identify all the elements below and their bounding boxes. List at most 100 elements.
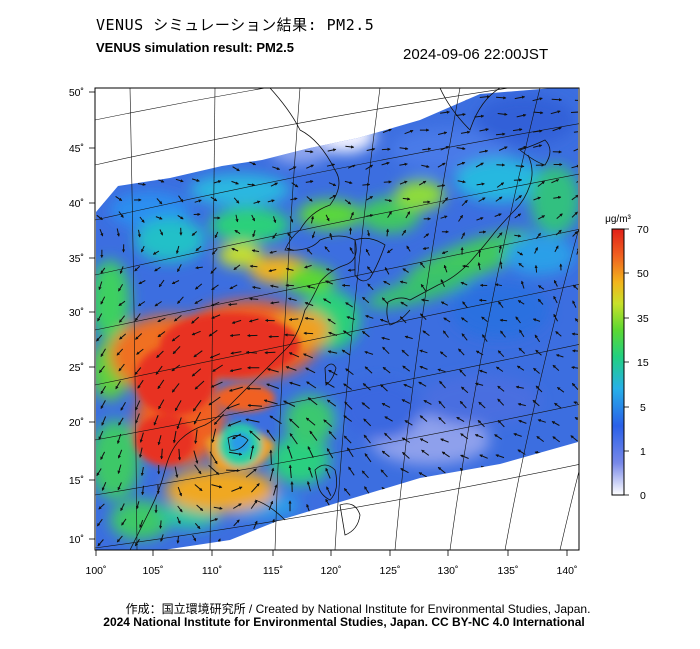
wind-arrow xyxy=(385,228,390,237)
wind-arrow xyxy=(496,182,505,188)
wind-arrow xyxy=(251,483,260,493)
colorbar-gradient xyxy=(611,228,625,496)
wind-arrow xyxy=(515,316,521,324)
wind-arrow xyxy=(455,112,466,117)
wind-arrow xyxy=(497,112,508,116)
wind-arrow xyxy=(498,146,508,151)
wind-arrow xyxy=(326,448,334,459)
wind-arrow xyxy=(342,330,352,337)
wind-arrow xyxy=(325,268,334,272)
wind-arrow xyxy=(494,283,503,287)
wind-arrow xyxy=(571,332,578,336)
wind-arrow xyxy=(270,301,280,305)
wind-arrow xyxy=(227,420,242,427)
wind-arrow xyxy=(399,280,408,284)
wind-arrow xyxy=(210,301,220,307)
wind-arrow xyxy=(513,433,522,437)
wind-arrow xyxy=(134,367,142,376)
wind-arrow xyxy=(554,402,562,409)
wind-arrow xyxy=(270,182,278,187)
wind-arrow xyxy=(305,417,316,426)
wind-arrow xyxy=(497,232,503,239)
wind-arrow xyxy=(383,280,391,286)
wind-arrow xyxy=(192,534,197,542)
wind-arrow xyxy=(304,302,314,307)
wind-arrow xyxy=(535,385,543,393)
wind-arrow xyxy=(440,215,448,219)
wind-arrow xyxy=(343,383,352,390)
wind-arrow xyxy=(134,313,141,322)
wind-arrow xyxy=(443,264,448,273)
wind-arrow xyxy=(571,194,578,201)
wind-arrow xyxy=(304,316,314,321)
wind-arrow xyxy=(494,213,502,217)
wind-arrow xyxy=(475,162,484,168)
wind-arrow xyxy=(364,351,374,355)
wind-arrow xyxy=(233,264,241,271)
wind-arrow xyxy=(517,449,526,455)
wind-arrow xyxy=(272,166,281,171)
wind-arrow xyxy=(420,298,429,302)
wind-arrow xyxy=(516,365,525,371)
wind-arrow xyxy=(211,428,217,443)
lat-tick-label: 15˚ xyxy=(69,475,84,487)
wind-arrow xyxy=(362,296,370,304)
colorbar-tick-label: 15 xyxy=(637,357,649,369)
wind-arrow xyxy=(328,182,337,187)
wind-arrow xyxy=(194,199,202,203)
wind-arrow xyxy=(117,482,122,491)
wind-arrow xyxy=(213,413,225,425)
wind-arrow xyxy=(573,130,578,133)
wind-arrow xyxy=(553,295,558,304)
wind-arrow xyxy=(269,284,279,288)
wind-arrow xyxy=(498,245,502,253)
wind-arrow xyxy=(555,354,564,358)
wind-arrow xyxy=(99,365,105,374)
wind-arrow xyxy=(176,417,182,430)
wind-arrow xyxy=(231,180,239,185)
wind-arrow xyxy=(210,196,218,202)
wind-arrow xyxy=(382,346,390,355)
wind-arrow xyxy=(98,430,104,440)
wind-arrow xyxy=(551,178,560,184)
wind-arrow xyxy=(116,348,124,356)
wind-arrow xyxy=(460,130,471,134)
wind-arrow xyxy=(361,330,370,338)
wind-arrow xyxy=(573,146,578,152)
wind-arrow xyxy=(481,316,488,322)
wind-arrow xyxy=(327,148,337,152)
wind-arrow xyxy=(328,430,337,440)
page-title-jp: VENUS シミュレーション結果: PM2.5 xyxy=(96,16,375,34)
wind-arrow xyxy=(97,313,103,322)
wind-arrow xyxy=(101,416,107,426)
wind-arrow xyxy=(366,229,371,237)
wind-arrow xyxy=(309,430,318,441)
wind-arrow xyxy=(362,183,371,187)
wind-arrow xyxy=(96,334,103,342)
lon-tick-label: 110˚ xyxy=(202,565,222,577)
wind-arrow xyxy=(476,182,485,186)
colorbar-tick-label: 1 xyxy=(640,446,646,458)
wind-arrow xyxy=(532,399,540,407)
colorbar-tick-label: 70 xyxy=(637,224,649,236)
wind-arrow xyxy=(381,402,391,408)
wind-arrow xyxy=(460,281,468,286)
wind-arrow xyxy=(141,485,145,496)
wind-arrow xyxy=(401,349,409,357)
wind-arrow xyxy=(518,262,524,268)
wind-arrow xyxy=(158,399,165,410)
wind-arrow xyxy=(418,381,427,387)
wind-arrow xyxy=(441,451,450,458)
wind-arrow xyxy=(537,298,544,305)
wind-arrow xyxy=(350,211,354,220)
wind-arrow xyxy=(343,487,351,496)
wind-arrow xyxy=(460,454,469,459)
wind-arrow xyxy=(422,246,430,250)
wind-arrow xyxy=(384,267,390,275)
wind-arrow xyxy=(437,131,448,135)
wind-arrow xyxy=(571,366,578,370)
wind-arrow xyxy=(325,381,335,388)
wind-arrow xyxy=(308,466,313,478)
wind-arrow xyxy=(303,331,314,335)
wind-arrow xyxy=(291,182,299,188)
